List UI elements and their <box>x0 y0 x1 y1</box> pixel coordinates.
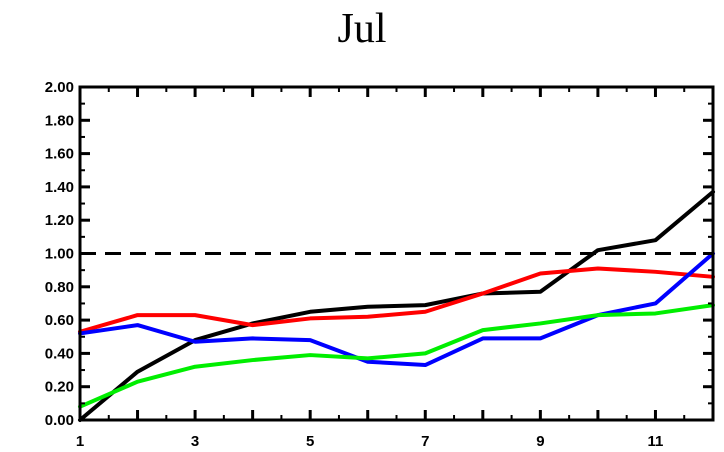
x-tick-label: 1 <box>76 433 84 450</box>
x-tick-label: 11 <box>648 433 664 450</box>
y-tick-label: 0.20 <box>45 379 74 396</box>
y-tick-label: 0.80 <box>45 279 74 296</box>
y-tick-label: 1.40 <box>45 179 74 196</box>
y-tick-label: 1.20 <box>45 212 74 229</box>
y-tick-label: 1.00 <box>45 246 74 263</box>
y-tick-label: 1.80 <box>45 112 74 129</box>
series-line-2 <box>78 266 715 334</box>
x-tick-label: 5 <box>306 433 314 450</box>
y-tick-label: 1.60 <box>45 146 74 163</box>
y-tick-label: 2.00 <box>45 79 74 96</box>
series-line-4 <box>78 303 715 409</box>
x-tick-label: 9 <box>536 433 544 450</box>
y-tick-label: 0.60 <box>45 312 74 329</box>
y-tick-label: 0.00 <box>45 412 74 429</box>
x-tick-label: 7 <box>421 433 429 450</box>
y-tick-label: 0.40 <box>45 345 74 362</box>
x-tick-label: 3 <box>191 433 199 450</box>
plot-frame <box>78 85 715 422</box>
chart-title: Jul <box>337 6 387 52</box>
series-line-1 <box>78 189 715 422</box>
